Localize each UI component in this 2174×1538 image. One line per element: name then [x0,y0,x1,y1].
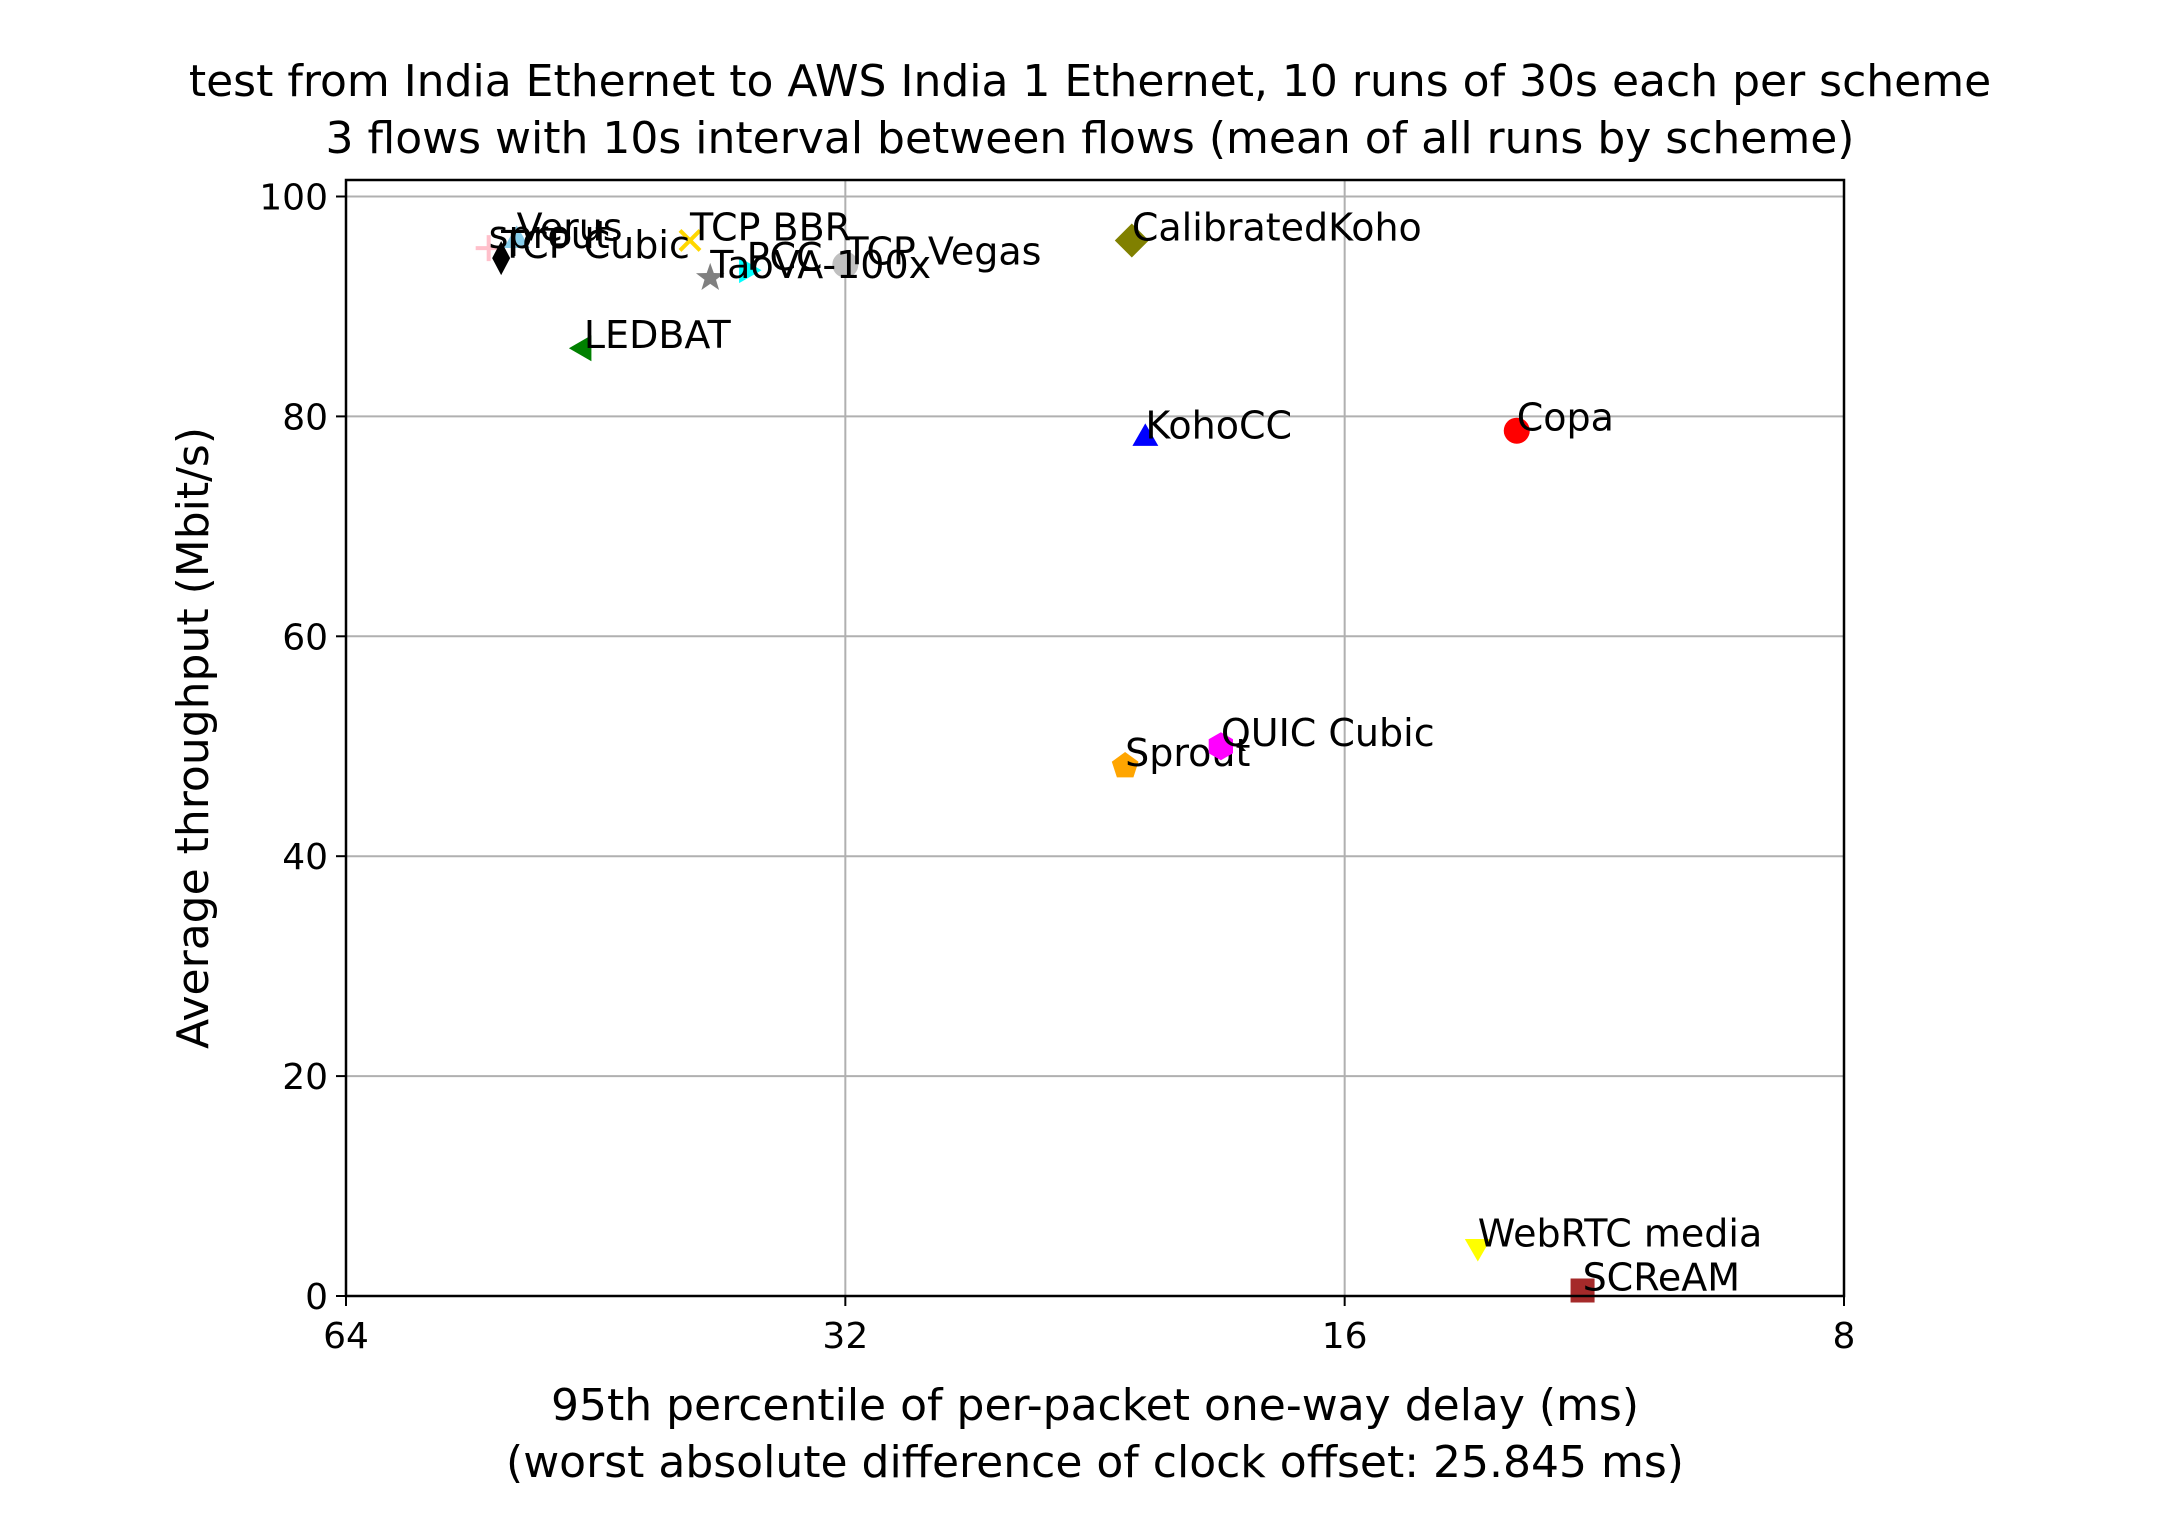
grid-lines [345,180,1845,1297]
point-label-copa: Copa [1517,396,1614,440]
point-calibratedkoho [1114,223,1149,258]
point-label-quic-cubic: QUIC Cubic [1221,711,1435,755]
y-tick-label: 20 [282,1057,328,1098]
point-label-pcc: PCC [747,235,823,279]
point-copa [1503,417,1530,444]
y-tick-label: 100 [259,177,328,218]
x-tick-label: 32 [822,1316,868,1357]
point-label-verus: Verus [517,205,623,249]
point-label-taova-100x: TaoVA-100x [709,243,931,287]
point-label-tcp-cubic: TCP Cubic [500,223,690,267]
point-label-calibratedkoho: CalibratedKoho [1132,205,1422,249]
point-verus [503,225,530,248]
point-label-sprout: sprout [489,213,610,257]
y-tick-label: 80 [282,397,328,438]
point-label-kohocc: KohoCC [1145,403,1292,447]
x-axis-label-note: (worst absolute difference of clock offs… [506,1437,1684,1488]
point-webrtc-media [1464,1239,1491,1262]
y-tick-label: 60 [282,617,328,658]
point-taova-100x [696,262,725,290]
x-axis-label: 95th percentile of per-packet one-way de… [551,1380,1639,1431]
y-tick-label: 0 [305,1277,328,1318]
point-label-ledbat: LEDBAT [584,313,732,357]
point-label-tcp-vegas: TCP Vegas [844,230,1041,274]
chart-subtitle: 3 flows with 10s interval between flows … [326,113,1855,164]
point-kohocc [1132,423,1159,446]
x-tick-label: 64 [323,1316,369,1357]
plot-frame [344,178,1846,1298]
point-label-scream: SCReAM [1583,1256,1741,1300]
point-label-tcp-bbr: TCP BBR [689,205,851,249]
point-label-webrtc-media: WebRTC media [1478,1212,1762,1256]
point-scream [1570,1278,1595,1303]
y-tick-label: 40 [282,837,328,878]
point-pcc [739,257,762,284]
y-axis-label: Average throughput (Mbit/s) [168,427,219,1049]
point-sprout [475,235,502,262]
point-quic-cubic [1208,732,1233,761]
x-tick-label: 16 [1322,1316,1368,1357]
point-tcp-cubic [492,241,511,276]
x-tick-label: 8 [1833,1316,1856,1357]
point-sprout [1111,752,1139,778]
point-tcp-bbr [678,229,702,252]
chart-title: test from India Ethernet to AWS India 1 … [189,56,1991,107]
point-ledbat [568,335,592,362]
point-tcp-vegas [832,251,859,278]
